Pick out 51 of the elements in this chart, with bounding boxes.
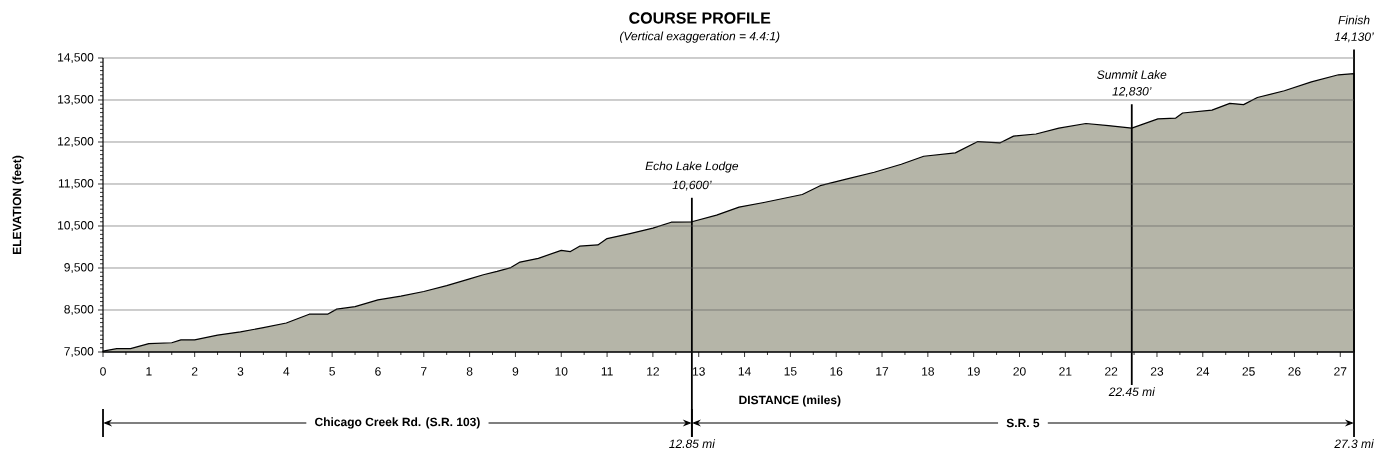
y-tick-label: 7,500 bbox=[64, 347, 94, 357]
chart-subtitle: (Vertical exaggeration = 4.4:1) bbox=[619, 31, 780, 43]
annotation: 10,600’ bbox=[672, 180, 712, 191]
ref-line-label: 22.45 mi bbox=[1108, 387, 1156, 397]
x-tick-label: 10 bbox=[555, 367, 568, 376]
text: 14,130’ bbox=[1334, 32, 1374, 43]
x-tick-label: 20 bbox=[1013, 367, 1026, 376]
ref-line-label: 27.3 mi bbox=[1334, 439, 1374, 449]
x-tick-label: 5 bbox=[329, 367, 335, 376]
x-tick-label: 17 bbox=[876, 367, 889, 376]
y-tick-label: 14,500 bbox=[58, 53, 94, 63]
x-tick-label: 26 bbox=[1288, 367, 1301, 376]
annotation: 12,830’ bbox=[1112, 87, 1152, 97]
x-tick-label: 0 bbox=[100, 367, 106, 376]
y-axis-title: ELEVATION (feet) bbox=[12, 155, 24, 254]
x-tick-label: 27 bbox=[1334, 367, 1347, 376]
annotation: Echo Lake Lodge bbox=[645, 161, 739, 173]
x-tick-label: 16 bbox=[830, 367, 843, 376]
x-tick-label: 7 bbox=[421, 367, 427, 376]
x-tick-label: 1 bbox=[146, 367, 152, 376]
y-tick-label: 9,500 bbox=[64, 263, 94, 273]
x-tick-label: 8 bbox=[466, 367, 473, 376]
y-tick-label: 11,500 bbox=[58, 179, 94, 189]
text: Chicago Creek Rd. (S.R. 103) bbox=[315, 417, 480, 429]
x-tick-label: 24 bbox=[1196, 367, 1210, 376]
x-tick-label: 14 bbox=[738, 367, 751, 376]
text: S.R. 5 bbox=[1006, 418, 1040, 428]
x-tick-label: 15 bbox=[784, 367, 797, 376]
x-tick-label: 23 bbox=[1150, 367, 1164, 376]
y-tick-label: 8,500 bbox=[64, 305, 94, 315]
x-tick-label: 18 bbox=[922, 367, 935, 376]
x-tick-label: 11 bbox=[601, 367, 613, 376]
x-axis-title: DISTANCE (miles) bbox=[739, 395, 841, 407]
x-tick-label: 9 bbox=[512, 367, 519, 376]
annotation: Summit Lake bbox=[1097, 70, 1167, 79]
x-tick-label: 22 bbox=[1105, 367, 1118, 376]
x-tick-label: 4 bbox=[283, 367, 290, 376]
y-tick-label: 10,500 bbox=[58, 221, 94, 231]
x-tick-label: 13 bbox=[692, 367, 705, 376]
x-tick-label: 12 bbox=[647, 367, 659, 376]
x-tick-label: 2 bbox=[191, 367, 198, 376]
x-tick-label: 19 bbox=[967, 367, 980, 376]
y-tick-label: 12,500 bbox=[58, 137, 94, 147]
x-tick-label: 21 bbox=[1059, 367, 1072, 376]
ref-line-label: 12.85 mi bbox=[669, 439, 716, 449]
x-tick-label: 3 bbox=[237, 367, 244, 376]
x-tick-label: 25 bbox=[1242, 367, 1255, 376]
chart-title: COURSE PROFILE bbox=[629, 12, 771, 24]
y-tick-label: 13,500 bbox=[58, 95, 94, 105]
text: Finish bbox=[1338, 15, 1370, 25]
x-tick-label: 6 bbox=[375, 367, 381, 376]
